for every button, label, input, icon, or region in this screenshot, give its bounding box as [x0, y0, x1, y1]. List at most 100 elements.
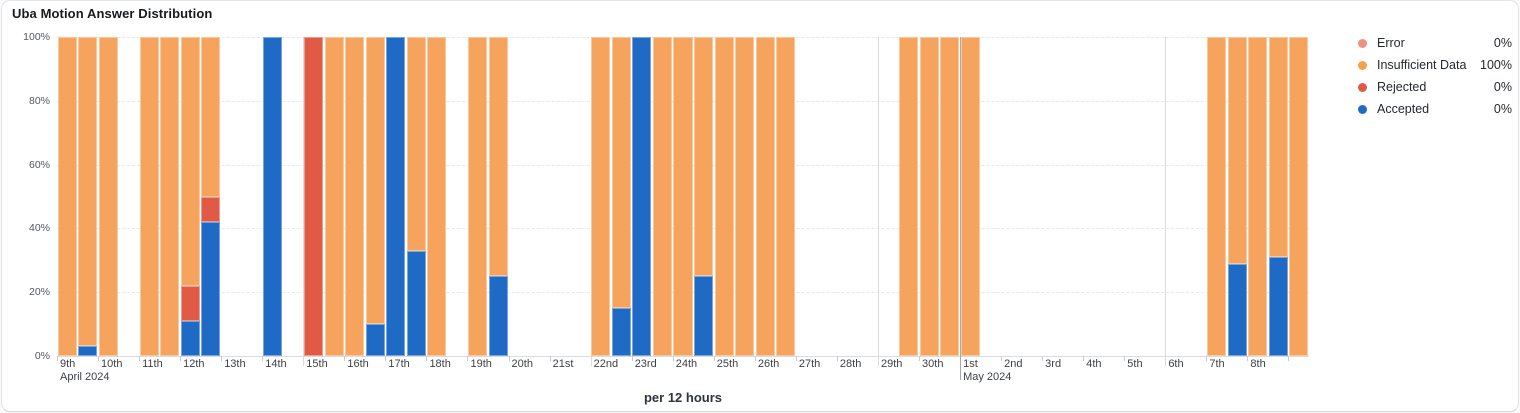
stacked-bar[interactable] [365, 37, 385, 356]
bar-segment-accepted[interactable] [1268, 257, 1288, 356]
x-tick-label: 8th [1250, 358, 1266, 370]
x-tick [385, 356, 387, 361]
stacked-bar[interactable] [776, 37, 796, 356]
bar-segment-insufficient-data[interactable] [652, 37, 672, 356]
bar-segment-accepted[interactable] [262, 37, 282, 356]
legend-item-error[interactable]: Error 0% [1358, 32, 1512, 54]
stacked-bar[interactable] [406, 37, 426, 356]
stacked-bar[interactable] [960, 37, 980, 356]
bar-segment-insufficient-data[interactable] [1227, 37, 1247, 264]
stacked-bar[interactable] [488, 37, 508, 356]
stacked-bar[interactable] [940, 37, 960, 356]
bar-segment-insufficient-data[interactable] [78, 37, 98, 347]
stacked-bar[interactable] [201, 37, 221, 356]
bar-segment-insufficient-data[interactable] [1289, 37, 1309, 356]
bar-segment-insufficient-data[interactable] [324, 37, 344, 356]
stacked-bar[interactable] [98, 37, 118, 356]
bar-segment-rejected[interactable] [304, 37, 324, 356]
bar-segment-insufficient-data[interactable] [694, 37, 714, 277]
bar-segment-accepted[interactable] [488, 276, 508, 356]
bar-segment-insufficient-data[interactable] [1248, 37, 1268, 356]
bar-segment-insufficient-data[interactable] [611, 37, 631, 309]
bar-segment-insufficient-data[interactable] [755, 37, 775, 356]
bar-segment-insufficient-data[interactable] [940, 37, 960, 356]
bar-segment-insufficient-data[interactable] [365, 37, 385, 325]
bar-segment-accepted[interactable] [180, 320, 200, 356]
stacked-bar[interactable] [468, 37, 488, 356]
stacked-bar[interactable] [735, 37, 755, 356]
stacked-bar[interactable] [78, 37, 98, 356]
stacked-bar[interactable] [345, 37, 365, 356]
bar-segment-insufficient-data[interactable] [735, 37, 755, 356]
bar-segment-accepted[interactable] [611, 308, 631, 356]
bar-segment-insufficient-data[interactable] [427, 37, 447, 356]
bar-segment-insufficient-data[interactable] [180, 37, 200, 286]
stacked-bar[interactable] [160, 37, 180, 356]
stacked-bar[interactable] [1268, 37, 1288, 356]
stacked-bar[interactable] [57, 37, 77, 356]
stacked-bar[interactable] [652, 37, 672, 356]
stacked-bar[interactable] [427, 37, 447, 356]
bar-segment-insufficient-data[interactable] [591, 37, 611, 356]
bar-segment-accepted[interactable] [406, 250, 426, 356]
x-tick [1042, 356, 1044, 361]
bar-segment-accepted[interactable] [201, 222, 221, 356]
stacked-bar[interactable] [262, 37, 282, 356]
bar-segment-insufficient-data[interactable] [899, 37, 919, 356]
bar-segment-insufficient-data[interactable] [673, 37, 693, 356]
bar-segment-insufficient-data[interactable] [406, 37, 426, 251]
bar-segment-insufficient-data[interactable] [960, 37, 980, 356]
x-tick [836, 356, 838, 361]
stacked-bar[interactable] [673, 37, 693, 356]
stacked-bar[interactable] [611, 37, 631, 356]
x-tick-label: 4th [1086, 358, 1102, 370]
bar-segment-insufficient-data[interactable] [139, 37, 159, 356]
bar-segment-accepted[interactable] [694, 276, 714, 356]
stacked-bar[interactable] [139, 37, 159, 356]
x-tick [631, 356, 633, 361]
bar-segment-insufficient-data[interactable] [488, 37, 508, 277]
bar-segment-insufficient-data[interactable] [714, 37, 734, 356]
stacked-bar[interactable] [1248, 37, 1268, 356]
bar-segment-insufficient-data[interactable] [919, 37, 939, 356]
bar-segment-insufficient-data[interactable] [1207, 37, 1227, 356]
stacked-bar[interactable] [1207, 37, 1227, 356]
legend-item-accepted[interactable]: Accepted 0% [1358, 98, 1512, 120]
x-tick-label: 30th [922, 358, 944, 370]
bar-segment-insufficient-data[interactable] [201, 37, 221, 197]
bar-segment-accepted[interactable] [365, 324, 385, 356]
bar-segment-accepted[interactable] [632, 37, 652, 356]
stacked-bar[interactable] [591, 37, 611, 356]
bar-segment-insufficient-data[interactable] [160, 37, 180, 356]
stacked-bar[interactable] [1227, 37, 1247, 356]
stacked-bar[interactable] [714, 37, 734, 356]
bar-segment-insufficient-data[interactable] [98, 37, 118, 356]
bar-segment-insufficient-data[interactable] [1268, 37, 1288, 258]
bar-segment-rejected[interactable] [180, 285, 200, 321]
x-tick [1206, 356, 1208, 361]
bar-segment-insufficient-data[interactable] [468, 37, 488, 356]
bar-segment-rejected[interactable] [201, 196, 221, 223]
bar-segment-insufficient-data[interactable] [345, 37, 365, 356]
x-tick-label: 29th [880, 358, 903, 370]
bar-segment-insufficient-data[interactable] [57, 37, 77, 356]
stacked-bar[interactable] [386, 37, 406, 356]
bar-segment-accepted[interactable] [78, 346, 98, 356]
legend: Error 0% Insufficient Data 100% Rejected… [1358, 32, 1512, 120]
stacked-bar[interactable] [304, 37, 324, 356]
stacked-bar[interactable] [632, 37, 652, 356]
bar-segment-insufficient-data[interactable] [776, 37, 796, 356]
legend-item-insufficient-data[interactable]: Insufficient Data 100% [1358, 54, 1512, 76]
stacked-bar[interactable] [919, 37, 939, 356]
stacked-bar[interactable] [180, 37, 200, 356]
x-tick [1124, 356, 1126, 361]
stacked-bar[interactable] [324, 37, 344, 356]
stacked-bar[interactable] [694, 37, 714, 356]
legend-item-rejected[interactable]: Rejected 0% [1358, 76, 1512, 98]
stacked-bar[interactable] [755, 37, 775, 356]
bar-segment-accepted[interactable] [1227, 263, 1247, 356]
stacked-bar[interactable] [1289, 37, 1309, 356]
legend-value: 0% [1493, 36, 1512, 50]
bar-segment-accepted[interactable] [386, 37, 406, 356]
stacked-bar[interactable] [899, 37, 919, 356]
